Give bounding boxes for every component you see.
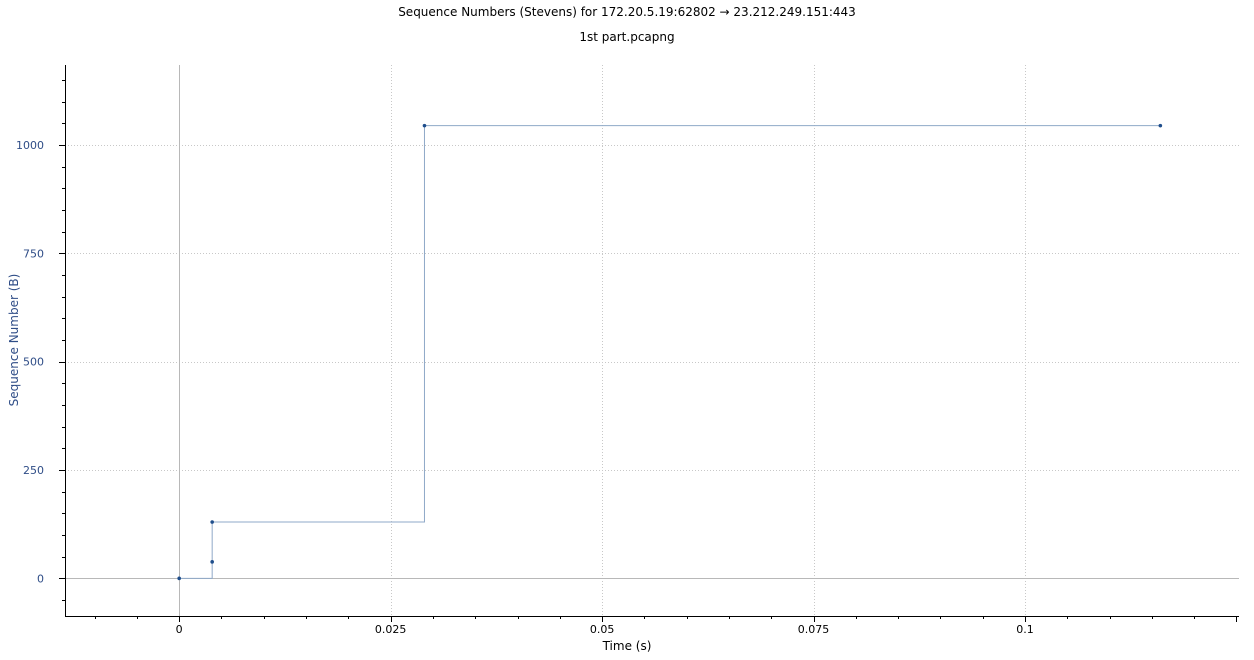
y-tick-label: 750 [23, 247, 44, 260]
y-tick-label: 500 [23, 356, 44, 369]
data-point [177, 576, 181, 581]
data-point [210, 560, 214, 564]
x-tick-label: 0.025 [375, 623, 407, 636]
y-tick-label: 0 [37, 572, 44, 585]
x-tick-label: 0.05 [590, 623, 615, 636]
series-line [179, 125, 1161, 579]
y-tick-label: 250 [23, 464, 44, 477]
chart-title: Sequence Numbers (Stevens) for 172.20.5.… [398, 5, 856, 19]
y-tick-label: 1000 [16, 139, 44, 152]
x-tick-label: 0.1 [1016, 623, 1034, 636]
data-point [1158, 123, 1163, 128]
x-axis-label: Time (s) [602, 639, 652, 653]
y-axis-label: Sequence Number (B) [7, 273, 21, 407]
data-point [422, 123, 427, 128]
chart-subtitle: 1st part.pcapng [579, 30, 675, 44]
x-tick-label: 0 [176, 623, 183, 636]
data-point [210, 520, 214, 524]
x-tick-label: 0.075 [798, 623, 830, 636]
